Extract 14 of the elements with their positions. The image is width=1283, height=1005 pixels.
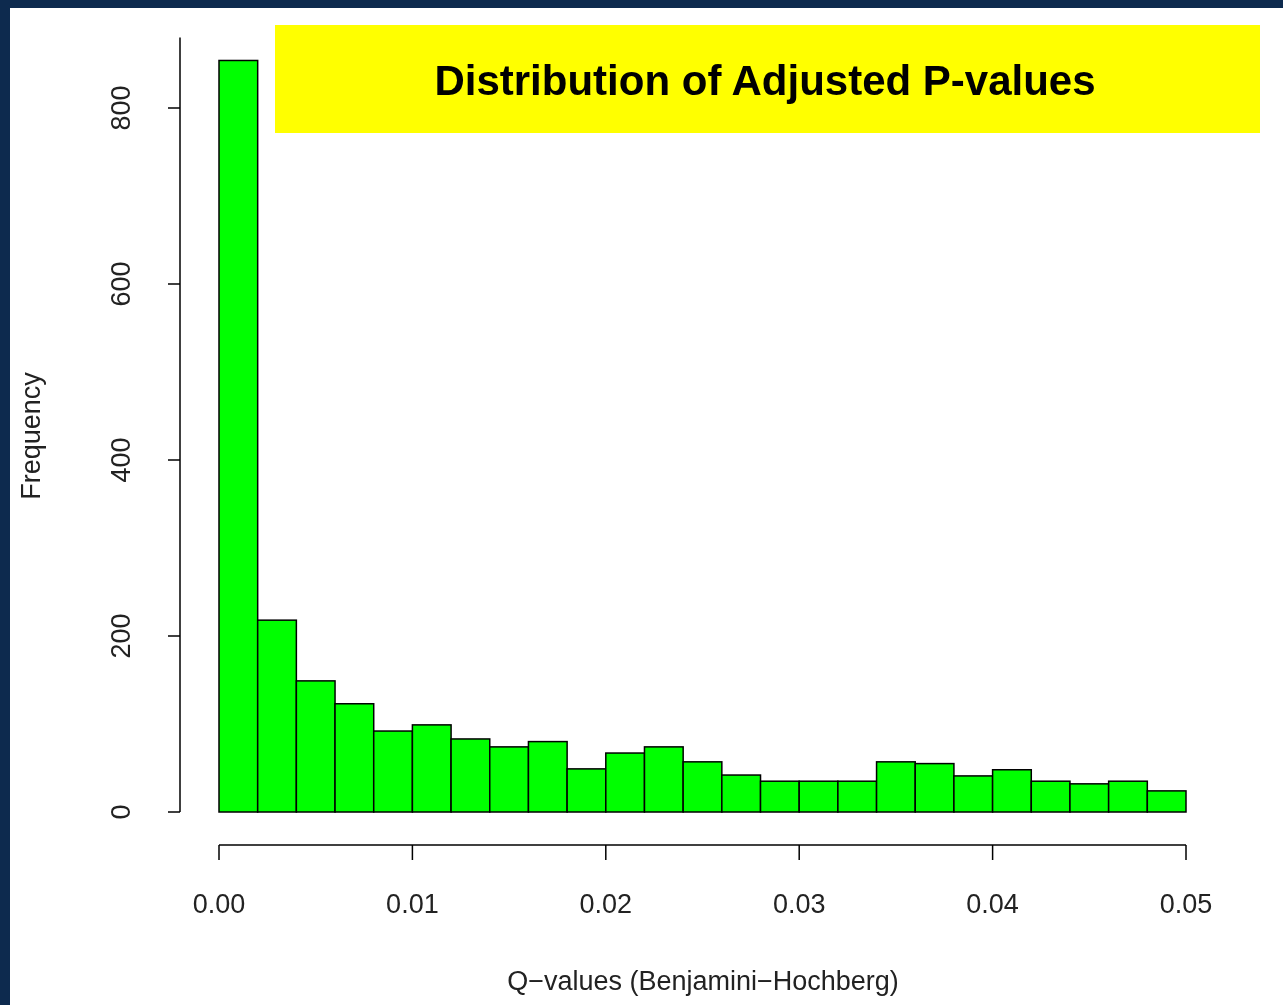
x-tick-label: 0.02	[579, 889, 633, 919]
y-axis-title: Frequency	[16, 371, 46, 500]
x-tick-label: 0.00	[192, 889, 246, 919]
x-axis-title: Q−values (Benjamini−Hochberg)	[507, 966, 899, 996]
x-tick-label: 0.01	[386, 889, 439, 919]
y-tick-label: 600	[106, 261, 136, 307]
y-tick-label: 0	[106, 804, 136, 820]
y-tick-label: 800	[106, 85, 136, 131]
text: Distribution of Adjusted P-values	[434, 57, 1096, 104]
y-tick-label: 200	[106, 613, 136, 659]
x-tick-label: 0.05	[1159, 889, 1213, 919]
x-tick-label: 0.03	[772, 889, 826, 919]
y-tick-label: 400	[106, 437, 136, 483]
x-tick-label: 0.04	[966, 889, 1019, 919]
